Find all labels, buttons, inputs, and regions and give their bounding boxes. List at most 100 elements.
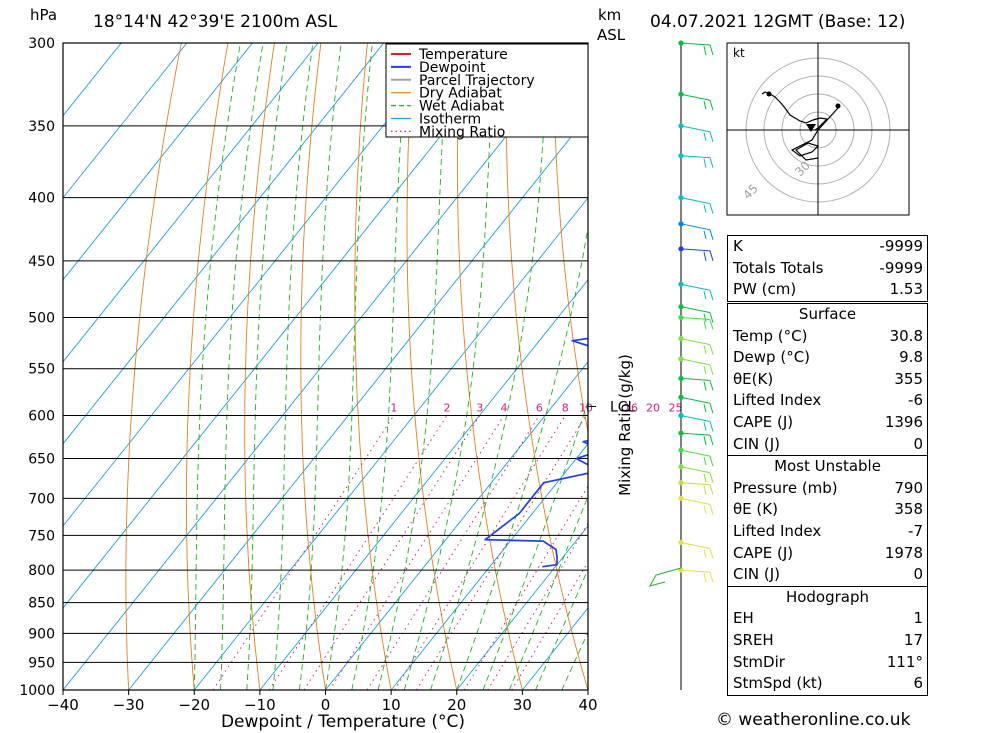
mixing-ratio-label: 1 <box>390 401 397 414</box>
mixing-ratio-line <box>366 415 540 690</box>
wet-adiabat-line <box>482 400 588 690</box>
dry-adiabat-line <box>125 43 182 690</box>
x-tick-label: −40 <box>47 696 79 714</box>
legend-entry: Dry Adiabat <box>419 86 502 102</box>
hodograph-row: StmSpd (kt) 6 <box>733 674 923 693</box>
pressure-tick-label: 400 <box>28 191 55 207</box>
wind-barb <box>678 314 714 330</box>
hodograph-row: EH 1 <box>733 609 923 628</box>
hpa-label: hPa <box>30 6 58 24</box>
pressure-tick-label: 900 <box>28 626 55 642</box>
index-row-totals: Totals Totals -9999 <box>733 258 923 277</box>
mixing-ratio-label: 6 <box>536 401 543 414</box>
dry-adiabat-line <box>354 43 392 690</box>
isotherm-line <box>63 43 188 199</box>
mixing-ratio-label: 4 <box>501 401 508 414</box>
pressure-tick-label: 550 <box>28 362 55 378</box>
wind-barb <box>678 153 714 168</box>
isotherm-line <box>456 525 588 690</box>
indices-table: K -9999 Totals Totals -9999 PW (cm) 1.53 <box>727 235 928 302</box>
mixing-ratio-label: 16 <box>624 401 638 414</box>
wind-barb <box>678 464 714 483</box>
x-tick-label: 40 <box>578 696 597 714</box>
surface-row: θE(K) 355 <box>733 369 923 388</box>
legend-entry: Parcel Trajectory <box>419 73 535 89</box>
wind-barb <box>678 539 714 559</box>
mixing-ratio-label: 20 <box>646 401 660 414</box>
most-unstable-row: Pressure (mb) 790 <box>733 478 923 497</box>
plot-frame <box>62 42 589 691</box>
x-tick-label: 20 <box>447 696 466 714</box>
hodograph-row: SREH 17 <box>733 630 923 649</box>
wind-barb <box>678 567 714 583</box>
hodograph-point <box>835 103 841 109</box>
mixing-ratio-line <box>303 415 481 690</box>
surface-row: Temp (°C) 30.8 <box>733 326 923 345</box>
hodograph-unit-label: kt <box>733 46 745 60</box>
isotherm-line <box>63 43 253 281</box>
surface-row: Lifted Index -6 <box>733 391 923 410</box>
x-tick-label: 0 <box>321 696 331 714</box>
wind-barb <box>678 447 714 467</box>
x-tick-label: 30 <box>513 696 532 714</box>
wind-barb <box>678 91 714 111</box>
isotherm-line <box>63 43 450 527</box>
isotherm-line <box>63 43 319 363</box>
hodograph-row: StmDir 111° <box>733 652 923 671</box>
index-row-pw: PW (cm) 1.53 <box>733 280 923 299</box>
wind-barb <box>678 394 714 414</box>
isotherm-line <box>325 361 588 690</box>
surface-row: CIN (J) 0 <box>733 434 923 453</box>
mixing-ratio-label: 25 <box>669 401 683 414</box>
x-axis-title: Dewpoint / Temperature (°C) <box>221 712 465 732</box>
wet-adiabat-line <box>193 43 241 690</box>
isotherm-line <box>390 443 588 690</box>
x-tick-label: −20 <box>178 696 210 714</box>
wind-barb <box>678 123 714 142</box>
wind-barb <box>678 246 714 261</box>
asl-label: ASL <box>597 26 626 44</box>
legend-entry: Temperature <box>418 47 508 63</box>
mixing-ratio-line <box>487 522 588 690</box>
wind-barb <box>678 495 714 515</box>
hodograph-trace <box>761 91 829 131</box>
wind-barb <box>678 430 714 446</box>
dry-adiabat-line <box>553 43 588 435</box>
wet-adiabat-line <box>272 43 314 690</box>
pressure-tick-label: 650 <box>28 452 55 468</box>
pressure-tick-label: 350 <box>28 119 55 135</box>
legend-entry: Isotherm <box>419 112 481 128</box>
mixing-ratio-line <box>511 561 588 690</box>
isotherm-line <box>63 43 516 609</box>
mixing-ratio-line <box>463 485 588 690</box>
surface-row: CAPE (J) 1396 <box>733 412 923 431</box>
pressure-tick-label: 1000 <box>19 683 55 699</box>
storm-motion-marker <box>806 124 816 132</box>
legend-entry: Wet Adiabat <box>419 99 505 115</box>
most-unstable-row: θE (K) 358 <box>733 500 923 519</box>
wind-barb <box>678 221 714 240</box>
dry-adiabat-line <box>186 43 229 690</box>
isotherm-line <box>259 279 588 690</box>
wind-barb <box>678 412 714 432</box>
wind-barb <box>678 281 714 301</box>
wind-barb <box>678 480 714 495</box>
mixing-ratio-label: 10 <box>579 401 593 414</box>
most-unstable-row: CAPE (J) 1978 <box>733 543 923 562</box>
wind-barb <box>678 304 714 323</box>
pressure-tick-label: 450 <box>28 254 55 270</box>
legend-box <box>385 43 589 138</box>
pressure-tick-label: 500 <box>28 311 55 327</box>
wind-barb <box>678 335 714 355</box>
x-tick-label: −10 <box>244 696 276 714</box>
pressure-tick-label: 600 <box>28 408 55 424</box>
legend-entry: Mixing Ratio <box>419 124 505 140</box>
most-unstable-title: Most Unstable <box>774 457 881 476</box>
pressure-tick-label: 300 <box>28 36 55 52</box>
dry-adiabat-line <box>926 43 1000 690</box>
hodograph-title: Hodograph <box>785 587 870 606</box>
mixing-ratio-label: 3 <box>476 401 483 414</box>
wet-adiabat-line <box>351 43 409 690</box>
mixing-ratio-label: 2 <box>443 401 450 414</box>
